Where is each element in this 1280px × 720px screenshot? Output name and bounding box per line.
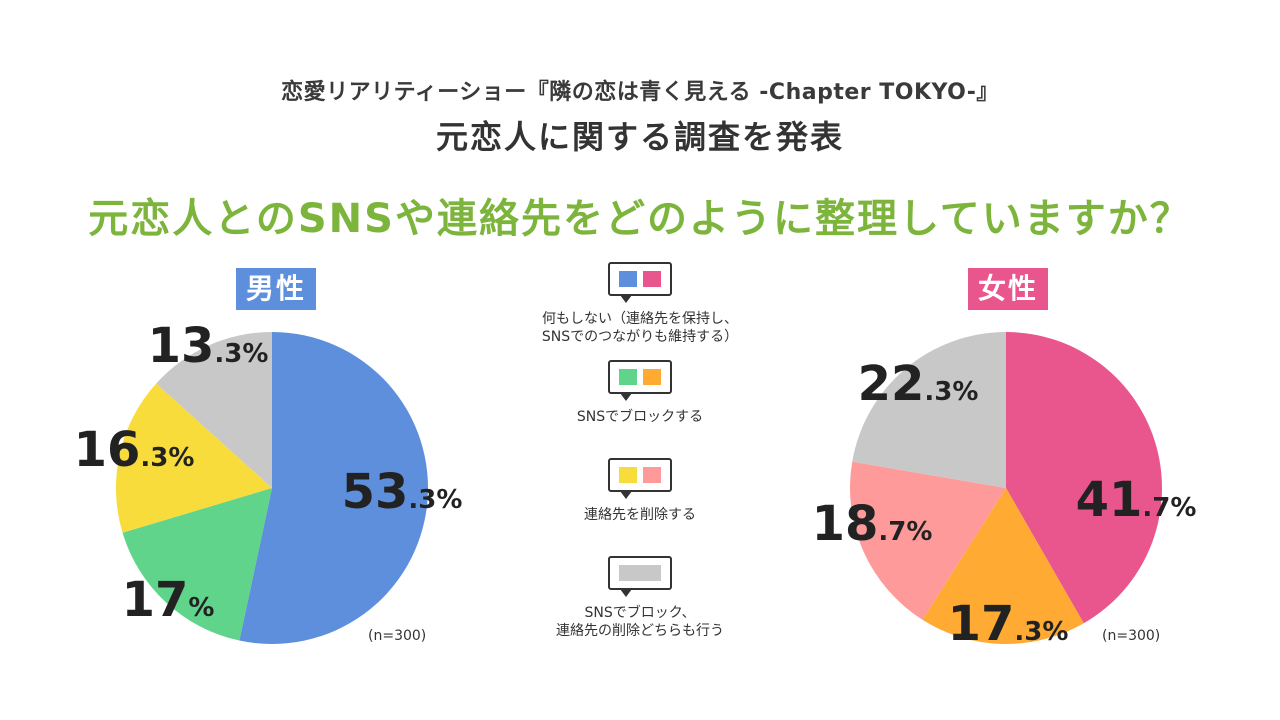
male-sample-size: (n=300) [368,628,427,644]
legend-swatch-both [608,556,672,597]
legend-swatch-keep-male [619,271,637,287]
male-slice-keep [239,332,428,644]
survey-question: 元恋人とのSNSや連絡先をどのように整理していますか？ [88,196,1192,242]
female-badge: 女性 [968,268,1049,310]
male-label-keep: 53.3% [342,464,463,520]
male-label-block: 17% [122,572,215,628]
legend-swatch-block-male [619,369,637,385]
female-label-both: 22.3% [858,356,979,412]
legend-swatch-delete-female [643,467,661,483]
legend-swatch-block [608,360,672,401]
female-slice-block [922,488,1084,644]
legend-label-keep: 何もしない（連絡先を保持し、 SNSでのつながりも維持する） [541,311,739,345]
female-slice-delete [849,461,1006,620]
legend-swatch-both-color [619,565,661,581]
male-slice-delete [115,383,272,533]
legend-swatch-block-female [643,369,661,385]
legend-swatch-delete-male [619,467,637,483]
male-slice-both [156,332,272,488]
survey-subtitle: 恋愛リアリティーショー『隣の恋は青く見える -Chapter TOKYO-』 [281,80,999,105]
female-sample-size: (n=300) [1102,628,1161,644]
male-label-delete: 16.3% [74,422,195,478]
legend-swatch-delete [608,458,672,499]
survey-title: 元恋人に関する調査を発表 [435,118,844,156]
female-slice-both [852,332,1006,488]
legend-label-delete: 連絡先を削除する [584,507,696,523]
male-label-both: 13.3% [148,318,269,374]
female-label-keep: 41.7% [1076,472,1197,528]
female-label-delete: 18.7% [812,496,933,552]
legend-item-keep: 何もしない（連絡先を保持し、 SNSでのつながりも維持する） [500,262,780,346]
male-slice-block [122,488,272,641]
female-slice-keep [1006,332,1162,624]
legend-label-both: SNSでブロック、 連絡先の削除どちらも行う [556,605,724,639]
legend-item-delete: 連絡先を削除する [500,458,780,524]
legend-swatch-keep-female [643,271,661,287]
legend-label-block: SNSでブロックする [576,409,704,425]
male-badge: 男性 [236,268,317,310]
legend-item-block: SNSでブロックする [500,360,780,426]
female-label-block: 17.3% [948,596,1069,652]
legend-item-both: SNSでブロック、 連絡先の削除どちらも行う [500,556,780,640]
legend-swatch-keep [608,262,672,303]
